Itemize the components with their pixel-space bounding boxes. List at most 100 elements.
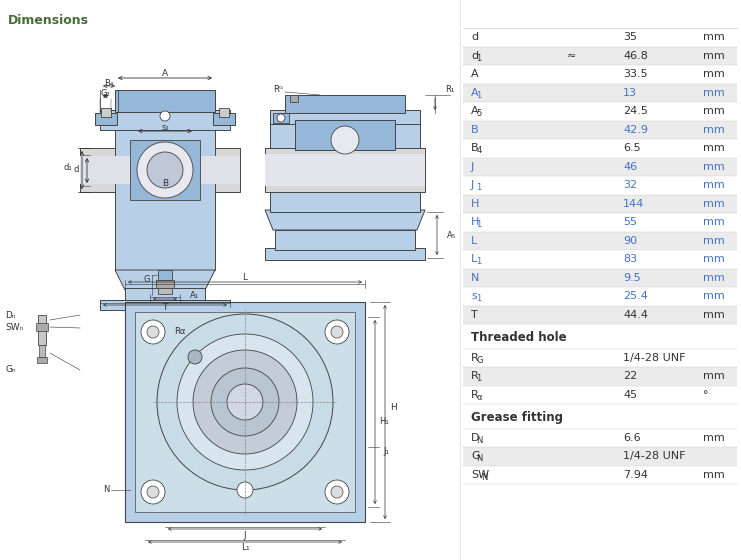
Text: N: N [476,436,482,445]
Text: 1: 1 [476,91,482,100]
Text: A: A [471,106,479,116]
Bar [295,120,395,150]
Bar [156,280,174,288]
Text: mm: mm [703,199,725,209]
Bar [463,28,737,46]
Text: 1: 1 [476,374,482,383]
Bar [463,102,737,120]
Text: 45: 45 [623,390,637,400]
Text: mm: mm [703,291,725,301]
Text: 1: 1 [476,257,482,266]
Text: 90: 90 [623,236,637,246]
Bar [80,156,240,184]
Text: mm: mm [703,273,725,283]
Bar [265,148,425,192]
Text: B₄: B₄ [104,78,113,87]
Bar [463,287,737,306]
Bar [37,357,47,363]
Circle shape [141,480,165,504]
Bar [273,113,289,123]
Text: 6.5: 6.5 [623,143,641,153]
Text: L₁: L₁ [241,544,249,553]
Bar [100,110,230,130]
Polygon shape [265,210,425,230]
Circle shape [331,126,359,154]
Text: mm: mm [703,371,725,381]
Bar [130,140,200,200]
Bar [38,315,46,345]
Text: 33.5: 33.5 [623,69,648,80]
Text: mm: mm [703,143,725,153]
Text: B: B [162,179,168,188]
Bar [463,157,737,176]
Bar [463,176,737,194]
Text: A₅: A₅ [447,231,456,240]
Circle shape [177,334,313,470]
Text: 44.4: 44.4 [623,310,648,320]
Text: 83: 83 [623,254,637,264]
Bar [285,95,405,113]
Text: 55: 55 [623,217,637,227]
Text: d: d [471,51,478,60]
Bar [213,113,235,125]
Bar [463,306,737,324]
Circle shape [211,368,279,436]
Text: 5: 5 [476,109,482,118]
Text: 13: 13 [623,88,637,98]
Bar [265,154,425,186]
Bar [463,231,737,250]
Text: J: J [244,530,246,539]
Bar [36,323,48,331]
Text: N: N [482,473,488,482]
Circle shape [157,314,333,490]
Bar [463,139,737,157]
Bar [463,367,737,385]
Bar [463,194,737,213]
Text: 42.9: 42.9 [623,125,648,135]
Bar [463,120,737,139]
Bar [115,90,215,112]
Text: 4: 4 [476,146,482,155]
Circle shape [331,326,343,338]
Text: mm: mm [703,433,725,443]
Circle shape [237,482,253,498]
Text: Grease fitting: Grease fitting [471,410,563,424]
Bar [270,110,420,124]
Circle shape [227,384,263,420]
Bar [463,250,737,268]
Text: 24.5: 24.5 [623,106,648,116]
Text: 1/4-28 UNF: 1/4-28 UNF [623,451,685,461]
Circle shape [147,326,159,338]
Bar [463,83,737,102]
Text: Rᴳ: Rᴳ [273,85,283,94]
Bar [80,148,240,192]
Text: H: H [390,403,396,412]
Text: Dₙ: Dₙ [5,311,16,320]
Circle shape [193,350,297,454]
Bar [39,345,45,357]
Text: mm: mm [703,88,725,98]
Text: mm: mm [703,310,725,320]
Bar [219,108,229,117]
Bar [463,268,737,287]
Circle shape [188,350,202,364]
Bar [463,348,737,367]
Text: R₁: R₁ [445,85,454,94]
Bar [275,230,415,250]
Text: 25.4: 25.4 [623,291,648,301]
Text: d₁: d₁ [63,164,72,172]
Text: N: N [471,273,479,283]
Text: A: A [471,69,479,80]
Circle shape [137,142,193,198]
Text: H: H [471,217,479,227]
Text: A: A [162,69,168,78]
Circle shape [325,480,349,504]
Text: SWₙ: SWₙ [5,324,23,333]
Text: 1/4-28 UNF: 1/4-28 UNF [623,353,685,363]
Text: 7.94: 7.94 [623,470,648,480]
Text: R: R [471,390,479,400]
Text: N: N [102,486,109,494]
Circle shape [325,320,349,344]
Circle shape [277,114,285,122]
Bar [463,46,737,65]
